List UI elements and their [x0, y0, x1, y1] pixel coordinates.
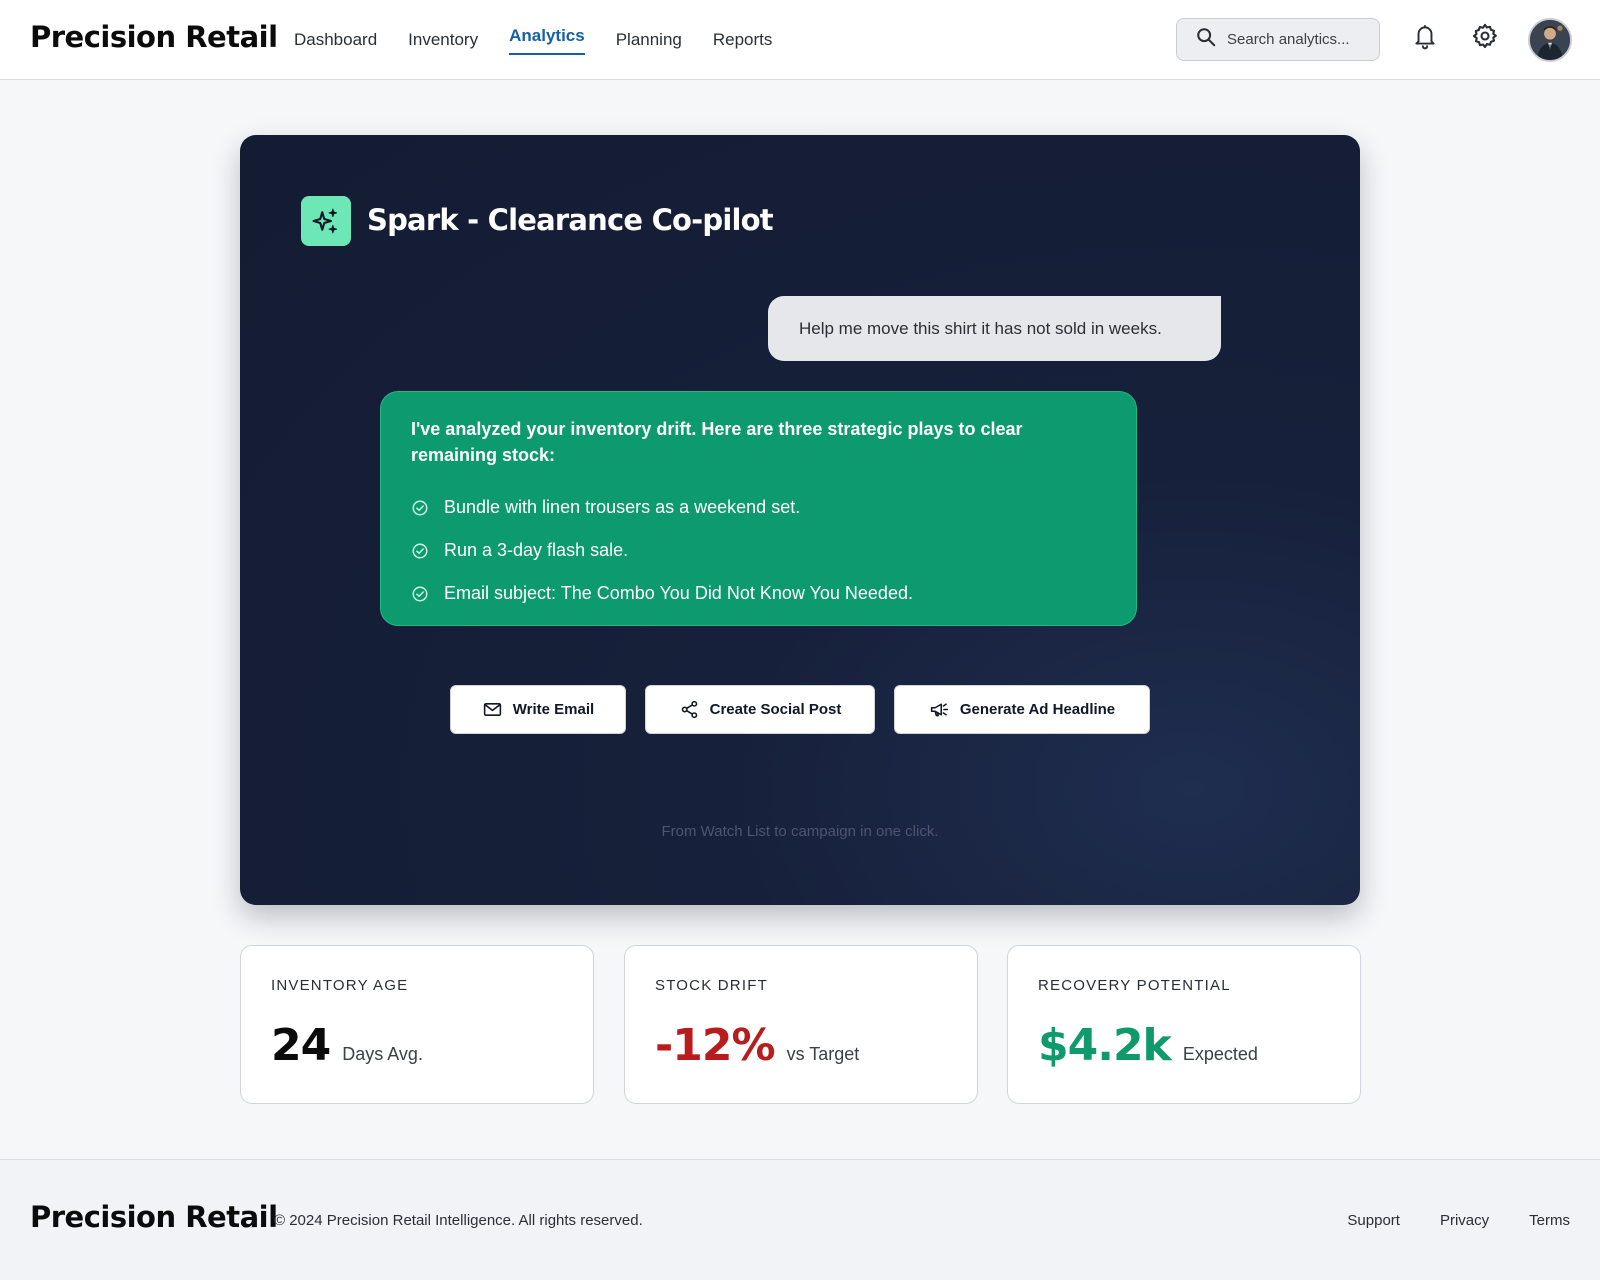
generate-ad-headline-label: Generate Ad Headline	[959, 701, 1116, 718]
nav-analytics[interactable]: Analytics	[509, 0, 585, 80]
stat-label: RECOVERY POTENTIAL	[1038, 977, 1231, 994]
mail-icon	[483, 703, 501, 716]
gear-icon	[1472, 23, 1497, 49]
spark-badge	[301, 196, 351, 246]
generate-ad-headline-button[interactable]: Generate Ad Headline	[894, 685, 1150, 734]
strategy-list: Bundle with linen trousers as a weekend …	[411, 486, 1106, 615]
create-social-post-button[interactable]: Create Social Post	[645, 685, 875, 734]
footer-brand: Precision Retail	[30, 1200, 278, 1234]
footer-link-privacy[interactable]: Privacy	[1439, 1212, 1490, 1229]
sparkles-icon	[312, 208, 338, 234]
megaphone-icon	[930, 703, 948, 717]
list-item: Email subject: The Combo You Did Not Kno…	[411, 572, 1106, 615]
notifications-button[interactable]	[1409, 20, 1441, 52]
bell-icon	[1415, 25, 1435, 50]
nav-planning[interactable]: Planning	[615, 30, 682, 49]
copilot-title: Spark - Clearance Co-pilot	[367, 203, 774, 237]
create-social-post-label: Create Social Post	[709, 701, 842, 718]
brand-logo[interactable]: Precision Retail	[30, 20, 278, 54]
footer-links: Support Privacy Terms	[1307, 1212, 1570, 1229]
main-nav: Dashboard Inventory Analytics Planning R…	[294, 0, 803, 80]
stat-label: STOCK DRIFT	[655, 977, 768, 994]
copilot-footnote: From Watch List to campaign in one click…	[661, 823, 939, 840]
write-email-button[interactable]: Write Email	[450, 685, 626, 734]
share-icon	[681, 700, 697, 719]
strategy-text: Email subject: The Combo You Did Not Kno…	[444, 583, 913, 603]
nav-dashboard[interactable]: Dashboard	[294, 30, 378, 49]
search-input[interactable]	[1227, 31, 1377, 48]
stat-card-inventory-age: INVENTORY AGE 24 Days Avg.	[240, 945, 594, 1104]
footer-link-support[interactable]: Support	[1347, 1212, 1400, 1229]
check-circle-icon	[412, 500, 428, 515]
write-email-label: Write Email	[512, 701, 595, 718]
footer-link-terms[interactable]: Terms	[1529, 1212, 1570, 1229]
stat-card-stock-drift: STOCK DRIFT -12% vs Target	[624, 945, 978, 1104]
avatar-image	[1530, 20, 1570, 60]
ai-response-bubble: I've analyzed your inventory drift. Here…	[380, 391, 1137, 626]
user-message-bubble: Help me move this shirt it has not sold …	[768, 296, 1221, 361]
stat-value-row: 24 Days Avg.	[271, 1020, 423, 1071]
stat-unit: Days Avg.	[342, 1044, 423, 1064]
copyright-text: © 2024 Precision Retail Intelligence. Al…	[274, 1212, 643, 1229]
copilot-panel: Spark - Clearance Co-pilot Help me move …	[240, 135, 1360, 905]
strategy-text: Bundle with linen trousers as a weekend …	[444, 497, 801, 517]
stat-label: INVENTORY AGE	[271, 977, 409, 994]
page-footer: Precision Retail © 2024 Precision Retail…	[0, 1159, 1600, 1280]
strategy-text: Run a 3-day flash sale.	[444, 540, 629, 560]
list-item: Run a 3-day flash sale.	[411, 529, 1106, 572]
check-circle-icon	[412, 586, 428, 601]
nav-reports[interactable]: Reports	[712, 30, 773, 49]
check-circle-icon	[412, 543, 428, 558]
stat-card-recovery-potential: RECOVERY POTENTIAL $4.2k Expected	[1007, 945, 1361, 1104]
ai-intro-text: I've analyzed your inventory drift. Here…	[411, 419, 1023, 465]
user-avatar[interactable]	[1528, 18, 1572, 62]
stat-value: 24	[271, 1020, 331, 1071]
stat-unit: Expected	[1182, 1044, 1258, 1064]
top-navigation-bar: Precision Retail Dashboard Inventory Ana…	[0, 0, 1600, 80]
nav-inventory[interactable]: Inventory	[408, 30, 479, 49]
stat-value: -12%	[655, 1020, 776, 1071]
list-item: Bundle with linen trousers as a weekend …	[411, 486, 1106, 529]
search-box[interactable]	[1176, 18, 1380, 61]
stat-unit: vs Target	[786, 1044, 860, 1064]
search-icon	[1195, 26, 1217, 53]
stat-value-row: $4.2k Expected	[1038, 1020, 1258, 1071]
stat-value: $4.2k	[1038, 1020, 1172, 1071]
stat-value-row: -12% vs Target	[655, 1020, 859, 1071]
settings-button[interactable]	[1469, 20, 1501, 52]
